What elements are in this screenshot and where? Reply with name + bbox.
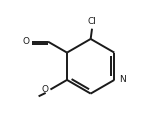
Text: O: O	[23, 37, 30, 46]
Text: N: N	[119, 75, 126, 84]
Text: Cl: Cl	[88, 17, 96, 26]
Text: O: O	[41, 85, 49, 94]
